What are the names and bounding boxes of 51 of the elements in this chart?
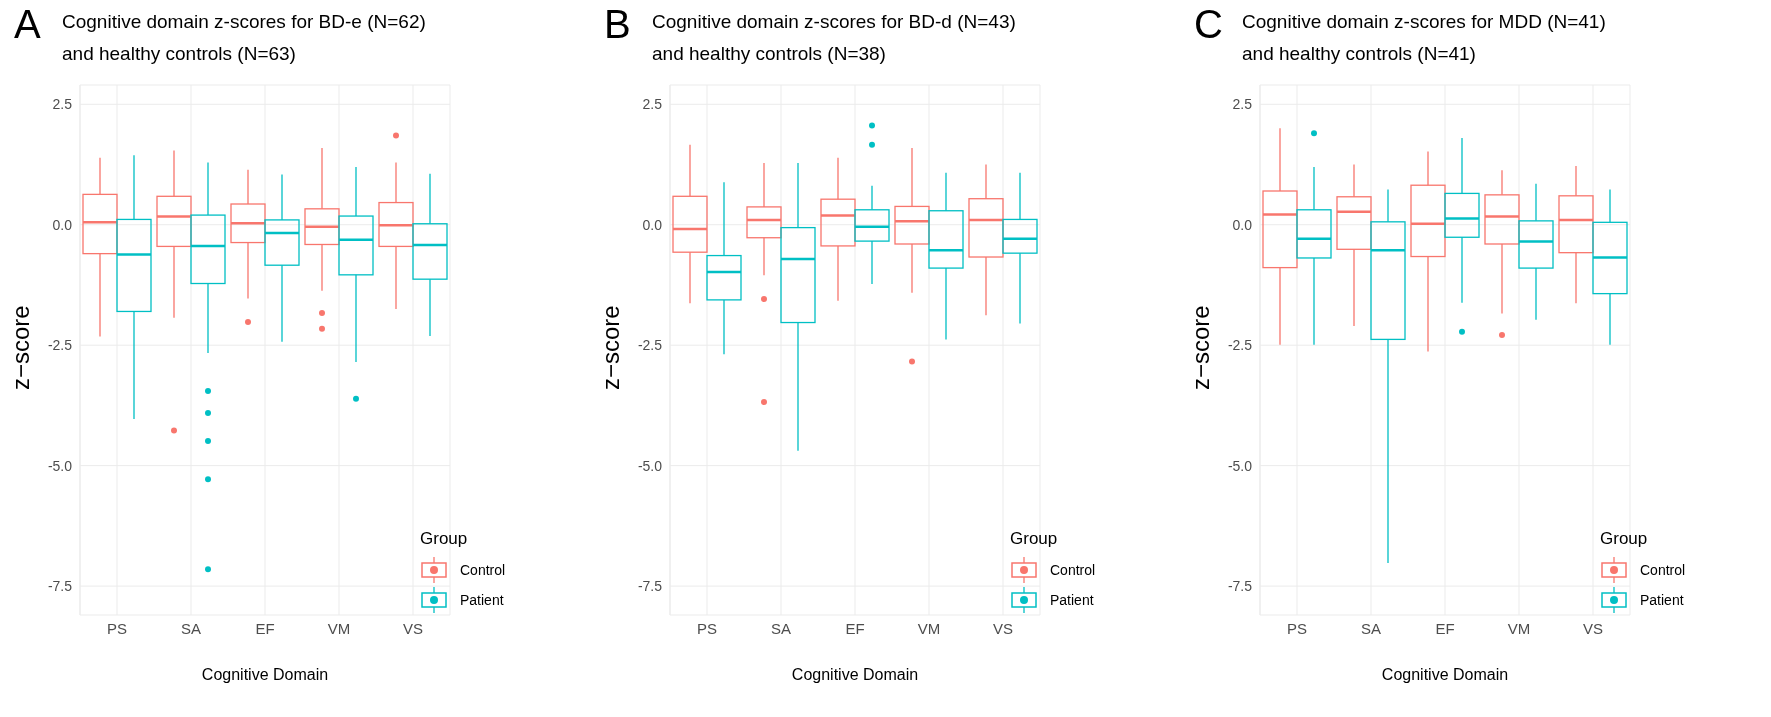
x-tick-label: EF (1435, 619, 1455, 637)
y-tick-label: -2.5 (1227, 337, 1253, 354)
text: A (14, 2, 41, 47)
y-tick-label: 0.0 (52, 216, 73, 233)
y-tick-label: -2.5 (637, 337, 663, 354)
x-axis-title: Cognitive Domain (791, 666, 919, 683)
y-tick-label: -7.5 (47, 578, 73, 595)
y-tick-label: -5.0 (47, 457, 73, 474)
x-tick-label: VM (1507, 619, 1531, 637)
x-tick-label: SA (1360, 619, 1382, 637)
y-tick-label: -5.0 (1227, 457, 1253, 474)
legend-title: Group (1010, 529, 1059, 549)
x-tick-label: VM (917, 619, 941, 637)
legend-label: Patient (1049, 591, 1095, 610)
y-tick-label: 2.5 (642, 96, 663, 113)
text: B (604, 2, 631, 47)
x-tick-label: PS (1286, 619, 1308, 637)
x-axis-title: Cognitive Domain (1381, 666, 1509, 683)
chart-title: Cognitive domain z-scores for BD-d (N=43) and healthy controls (N=38) (652, 10, 1016, 66)
y-tick-label: -5.0 (637, 457, 663, 474)
legend-label: Control (459, 561, 507, 580)
y-axis-title: z−score (596, 305, 624, 390)
x-tick-label: EF (255, 619, 275, 637)
x-tick-label: VS (1582, 619, 1604, 637)
x-tick-label: VS (402, 619, 424, 637)
x-tick-label: VM (327, 619, 351, 637)
legend-title: Group (1600, 529, 1649, 549)
y-tick-label: 2.5 (52, 96, 73, 113)
legend-label: Control (1049, 561, 1097, 580)
legend-label: Patient (1639, 591, 1685, 610)
text: C (1194, 2, 1223, 47)
legend-title: Group (420, 529, 469, 549)
x-tick-label: PS (696, 619, 718, 637)
chart-title: Cognitive domain z-scores for BD-e (N=62) and healthy controls (N=63) (62, 10, 426, 66)
x-axis-title: Cognitive Domain (201, 666, 329, 683)
x-tick-label: EF (845, 619, 865, 637)
legend-label: Control (1639, 561, 1687, 580)
y-tick-label: 0.0 (1232, 216, 1253, 233)
legend-label: Patient (459, 591, 505, 610)
y-tick-label: -2.5 (47, 337, 73, 354)
x-tick-label: SA (770, 619, 792, 637)
y-axis-title: z−score (6, 305, 34, 390)
y-axis-title: z−score (1186, 305, 1214, 390)
y-tick-label: 0.0 (642, 216, 663, 233)
x-tick-label: PS (106, 619, 128, 637)
y-tick-label: -7.5 (637, 578, 663, 595)
x-tick-label: SA (180, 619, 202, 637)
y-tick-label: -7.5 (1227, 578, 1253, 595)
x-tick-label: VS (992, 619, 1014, 637)
y-tick-label: 2.5 (1232, 96, 1253, 113)
chart-title: Cognitive domain z-scores for MDD (N=41) and healthy controls (N=41) (1242, 10, 1606, 66)
